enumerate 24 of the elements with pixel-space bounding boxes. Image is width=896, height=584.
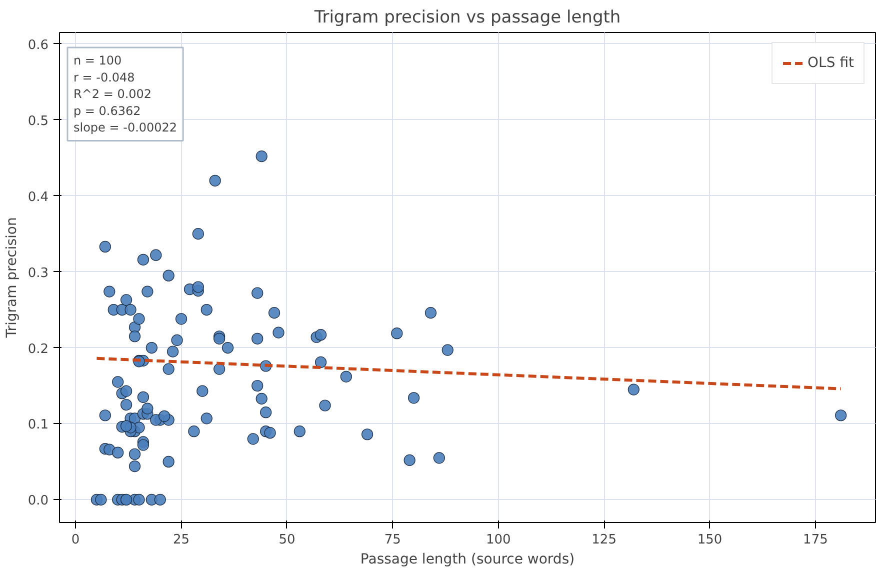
x-tick-label: 100	[486, 532, 511, 548]
annotation: R^2 = 0.002	[74, 87, 152, 102]
legend-label: OLS fit	[808, 55, 854, 71]
annotation: slope = -0.00022	[74, 120, 178, 135]
y-axis-title: Trigram precision	[4, 217, 20, 339]
y-tick-label: 0.2	[28, 342, 49, 357]
x-tick-label: 50	[278, 532, 296, 548]
x-tick-label: 75	[384, 532, 401, 548]
annotation: n = 100	[74, 54, 122, 68]
annotation: r = -0.048	[74, 70, 135, 84]
y-tick-label: 0.1	[28, 418, 49, 433]
x-tick-label: 125	[592, 532, 616, 548]
y-tick-label: 0.3	[28, 266, 49, 281]
x-tick-label: 0	[71, 532, 80, 548]
x-tick-label: 175	[803, 532, 828, 548]
y-tick-label: 0.5	[28, 114, 49, 129]
chart-title: Trigram precision vs passage length	[313, 8, 621, 28]
annotation: p = 0.6362	[74, 104, 141, 118]
y-tick-label: 0.0	[28, 494, 49, 509]
x-tick-label: 150	[697, 532, 722, 548]
x-axis-title: Passage length (source words)	[360, 552, 575, 568]
y-tick-label: 0.6	[28, 38, 49, 53]
y-tick-label: 0.4	[28, 190, 49, 205]
x-tick-label: 25	[172, 532, 190, 548]
